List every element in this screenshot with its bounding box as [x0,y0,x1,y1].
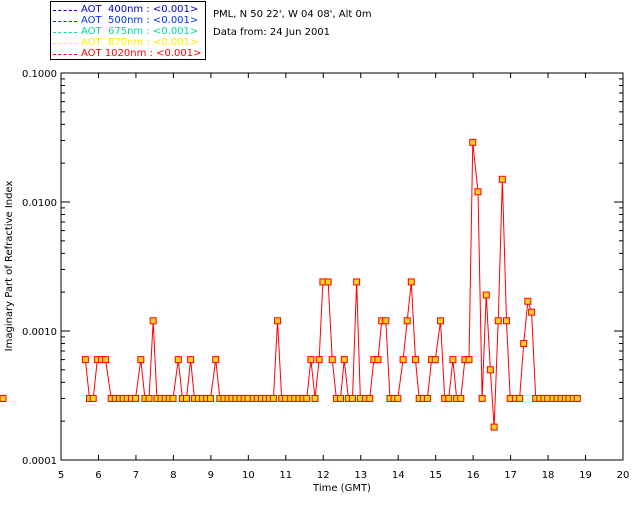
data-point [490,423,498,431]
data-point [482,291,490,299]
x-tick-label: 8 [170,470,176,481]
data-point [366,394,374,402]
data-point [403,317,411,325]
data-point [524,297,532,305]
data-point [269,394,277,402]
data-point [457,394,465,402]
data-point [407,278,415,286]
data-point [137,356,145,364]
x-tick-label: 7 [133,470,139,481]
x-tick-label: 15 [429,470,442,481]
data-point [394,394,402,402]
data-point [149,317,157,325]
x-tick-label: 11 [279,470,292,481]
data-point [374,356,382,364]
legend-label-870: AOT 870nm : <0.001> [81,37,199,48]
data-point [303,394,311,402]
y-tick-label: 0.0100 [22,198,57,209]
legend-swatch-870 [53,43,77,44]
data-point [132,394,140,402]
data-point [324,278,332,286]
data-point [469,138,477,146]
data-point [411,356,419,364]
data-point [315,356,323,364]
data-point [274,317,282,325]
data-point [431,356,439,364]
data-point [212,356,220,364]
x-tick-label: 5 [58,470,64,481]
data-point [474,188,482,196]
data-point [494,317,502,325]
data-point [340,356,348,364]
legend-label-400: AOT 400nm : <0.001> [81,4,199,15]
data-point [307,356,315,364]
data-point [206,394,214,402]
legend-label-675: AOT 675nm : <0.001> [81,26,199,37]
legend-swatch-1020 [53,54,77,55]
station-location: PML, N 50 22', W 04 08', Alt 0m [213,9,372,20]
y-tick-label: 0.1000 [22,69,57,80]
data-point [145,394,153,402]
data-point [89,394,97,402]
data-point [0,394,7,402]
legend-swatch-675 [53,32,77,33]
data-point [449,356,457,364]
data-point [348,394,356,402]
data-point [486,366,494,374]
legend-label-1020: AOT 1020nm : <0.001> [81,48,202,59]
x-tick-label: 13 [354,470,367,481]
x-tick-label: 14 [392,470,405,481]
data-point [353,278,361,286]
x-tick-label: 17 [504,470,517,481]
x-tick-label: 9 [208,470,214,481]
data-point [465,356,473,364]
data-point [187,356,195,364]
legend: AOT 400nm : <0.001> AOT 500nm : <0.001> … [50,1,206,60]
x-tick-label: 20 [617,470,630,481]
data-date: Data from: 24 Jun 2001 [213,27,331,38]
legend-swatch-500 [53,21,77,22]
data-point [337,394,345,402]
y-tick-label: 0.0010 [22,327,57,338]
data-point [520,340,528,348]
data-point [573,394,581,402]
x-axis-label: Time (GMT) [312,483,371,494]
data-point [516,394,524,402]
series-layer [0,138,581,431]
x-axis: 5 6 7 8 9 10 11 12 13 14 15 16 17 18 19 20 [58,73,630,481]
data-point [399,356,407,364]
data-point [81,356,89,364]
data-point [169,394,177,402]
y-tick-label: 0.0001 [22,456,57,467]
data-point [382,317,390,325]
data-point [183,394,191,402]
data-point [502,317,510,325]
y-axis: 0.0001 0.0010 0.0100 0.1000 [22,69,623,467]
plot-frame [60,72,624,461]
x-tick-label: 6 [95,470,101,481]
x-tick-label: 19 [579,470,592,481]
x-tick-label: 18 [542,470,555,481]
data-point [478,394,486,402]
data-point [311,394,319,402]
data-point [445,394,453,402]
data-point [498,175,506,183]
data-point [528,308,536,316]
x-tick-label: 10 [242,470,255,481]
legend-label-500: AOT 500nm : <0.001> [81,15,199,26]
data-point [423,394,431,402]
data-point [437,317,445,325]
legend-swatch-400 [53,10,77,11]
y-axis-label: Imaginary Part of Refractive Index [4,181,15,352]
data-point [174,356,182,364]
data-point [328,356,336,364]
data-point [102,356,110,364]
x-tick-label: 12 [317,470,330,481]
x-tick-label: 16 [467,470,480,481]
